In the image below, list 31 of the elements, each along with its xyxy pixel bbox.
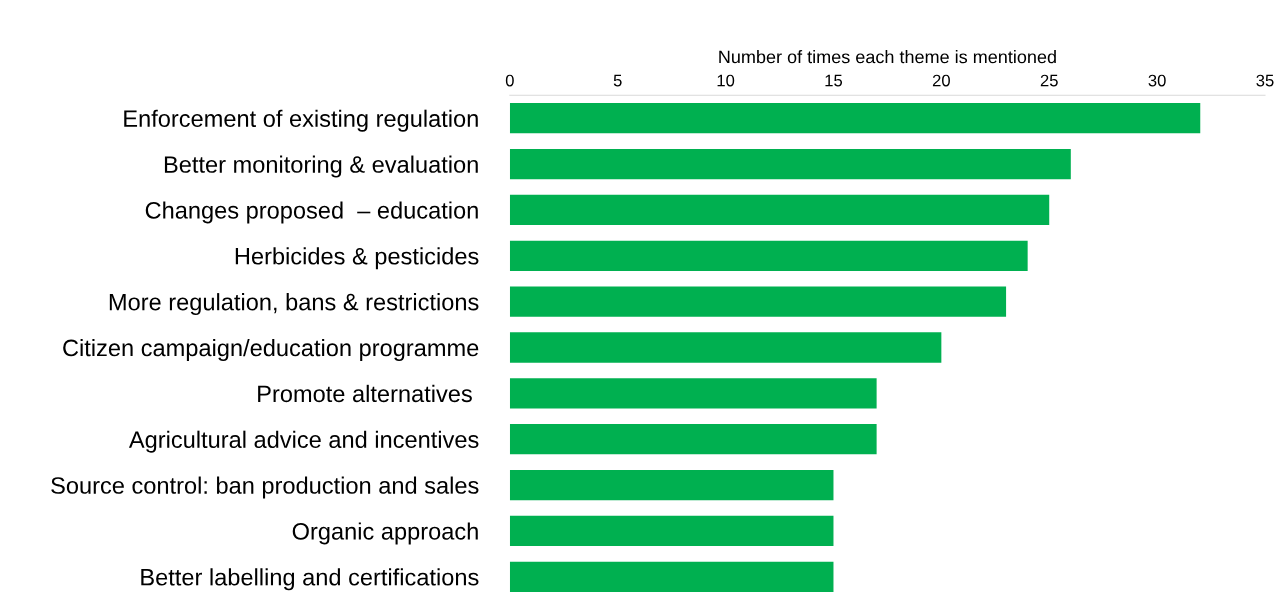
bar xyxy=(509,424,877,455)
y-tick-label: Agricultural advice and incentives xyxy=(128,430,479,453)
bar xyxy=(509,194,1050,226)
bar xyxy=(509,286,1007,317)
x-tick-label: 15 xyxy=(825,74,843,87)
y-tick-label: Promote alternatives xyxy=(258,384,472,403)
bar xyxy=(509,469,834,501)
bar xyxy=(509,332,942,363)
y-tick-label: More regulation, bans & restrictions xyxy=(109,293,479,316)
x-tick-label: 0 xyxy=(505,74,514,87)
bar xyxy=(509,515,834,547)
y-tick-label: Herbicides & pesticides xyxy=(235,247,479,270)
y-tick-label: Organic approach xyxy=(292,522,478,545)
y-tick-label: Source control: ban production and sales xyxy=(51,476,479,499)
bar xyxy=(509,240,1028,271)
y-tick-label: Enforcement of existing regulation xyxy=(124,109,478,132)
y-tick-label: Citizen campaign/education programme xyxy=(63,338,479,361)
bar xyxy=(509,103,1201,134)
bar xyxy=(509,561,834,592)
y-tick-label: Changes proposed – education xyxy=(145,201,478,224)
y-tick-label: Better labelling and certifications xyxy=(141,568,479,591)
x-tick-label: 30 xyxy=(1148,74,1166,87)
y-tick-label: Better monitoring & evaluation xyxy=(164,155,478,178)
bar xyxy=(509,148,1071,180)
x-tick-label: 10 xyxy=(717,74,735,87)
bar xyxy=(509,378,877,409)
x-tick-label: 5 xyxy=(613,74,622,87)
x-tick-label: 25 xyxy=(1040,74,1058,87)
x-tick-label: 20 xyxy=(932,74,950,87)
x-axis-title: Number of times each theme is mentioned xyxy=(719,50,1056,64)
x-tick-label: 35 xyxy=(1256,74,1274,87)
